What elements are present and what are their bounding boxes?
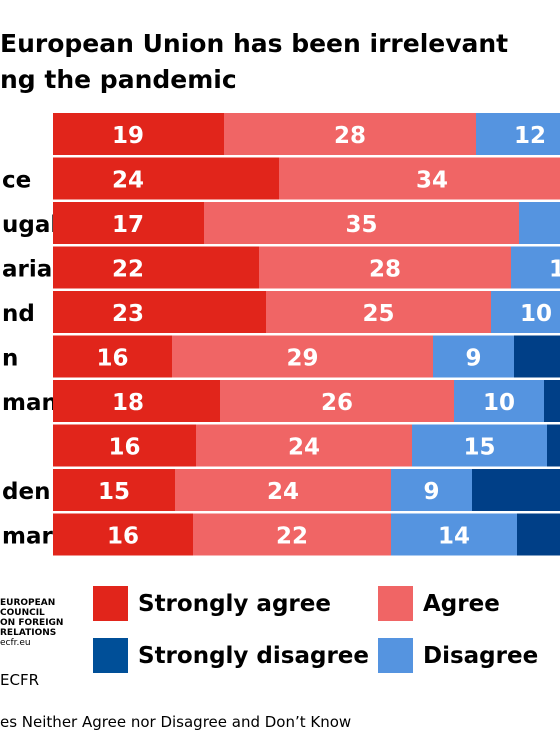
bar-segment [53,246,259,289]
bar-segment [224,113,476,155]
data-label: 22 [112,257,144,283]
legend-swatch-agree [378,586,413,621]
bar-segment [391,469,472,511]
category-label: ce [2,168,31,194]
bar-segment [204,202,519,244]
logo-line: EUROPEAN [0,598,56,608]
data-label: 12 [549,257,560,283]
legend-strongly-agree: Strongly agree [93,586,331,621]
bar-segment [53,469,175,511]
legend-swatch-strongly-disagree [93,638,128,673]
ecfr-logo: EUROPEAN COUNCIL ON FOREIGN RELATIONS ec… [0,598,63,648]
data-label: 29 [286,346,318,372]
bar-segment [472,469,560,511]
data-label: 14 [438,524,470,550]
data-label: 15 [463,435,495,461]
data-label: 10 [483,390,515,416]
bar-segment [279,157,560,200]
data-label: 19 [112,123,144,149]
data-label: 35 [345,212,377,238]
bar-segment [391,513,517,556]
bar-segment [544,380,560,422]
category-label: ugal [2,212,58,238]
data-label: 24 [288,435,320,461]
legend-strongly-disagree: Strongly disagree [93,638,369,673]
logo-url: ecfr.eu [0,638,31,648]
bar-segment [519,202,560,244]
data-label: 28 [334,123,366,149]
bar-segment [433,335,514,378]
data-label: 34 [416,168,448,194]
category-label: den [2,479,50,505]
stacked-bar-chart: 1928127ce243414ugal173518aria222812nd232… [2,113,560,556]
legend-agree: Agree [378,586,500,621]
bar-segment [53,513,193,556]
bar-segment [172,335,433,378]
bar-segment [511,246,560,289]
bar-segment [491,291,560,333]
data-label: 9 [465,346,481,372]
bar-segment [517,513,560,556]
bar-segment [53,380,220,422]
data-label: 25 [362,301,394,327]
data-label: 24 [112,168,144,194]
bar-segment [193,513,391,556]
category-label: nd [2,301,35,327]
bar-segment [476,113,560,155]
data-label: 10 [520,301,552,327]
legend-label-disagree: Disagree [423,642,539,669]
data-label: 22 [276,524,308,550]
data-label: 12 [514,123,546,149]
legend-label-agree: Agree [423,590,500,617]
title-line-2: ng the pandemic [0,65,237,94]
data-label: 16 [107,524,139,550]
bar-segment [266,291,491,333]
title-line-1: European Union has been irrelevant [0,29,509,58]
legend-swatch-disagree [378,638,413,673]
data-label: 18 [112,390,144,416]
bar-segment [220,380,454,422]
data-label: 26 [321,390,353,416]
data-label: 24 [267,479,299,505]
legend-label-strongly-agree: Strongly agree [138,590,331,617]
data-label: 9 [423,479,439,505]
bar-segment [175,469,391,511]
chart-title: European Union has been irrelevant ng th… [0,26,560,98]
logo-line: COUNCIL [0,608,45,618]
data-label: 28 [369,257,401,283]
legend-swatch-strongly-agree [93,586,128,621]
legend-label-strongly-disagree: Strongly disagree [138,642,369,669]
bar-segment [196,424,412,467]
bar-segment [53,202,204,244]
bar-segment [514,335,560,378]
bar-segment [53,335,172,378]
bar-segment [53,424,196,467]
logo-line: RELATIONS [0,628,57,638]
data-label: 17 [112,212,144,238]
bar-segment [53,113,224,155]
category-label: n [2,346,18,372]
logo-line: ON FOREIGN [0,618,64,628]
data-label: 15 [98,479,130,505]
category-label: aria [2,257,52,283]
data-label: 16 [96,346,128,372]
footnote: es Neither Agree nor Disagree and Don’t … [0,713,352,731]
bar-segment [454,380,544,422]
data-label: 16 [108,435,140,461]
bar-segment [547,424,560,467]
bar-segment [412,424,547,467]
bar-segment [259,246,511,289]
bar-segment [53,157,279,200]
source-text: ECFR [0,671,40,689]
legend-disagree: Disagree [378,638,538,673]
data-label: 23 [112,301,144,327]
bar-segment [53,291,266,333]
